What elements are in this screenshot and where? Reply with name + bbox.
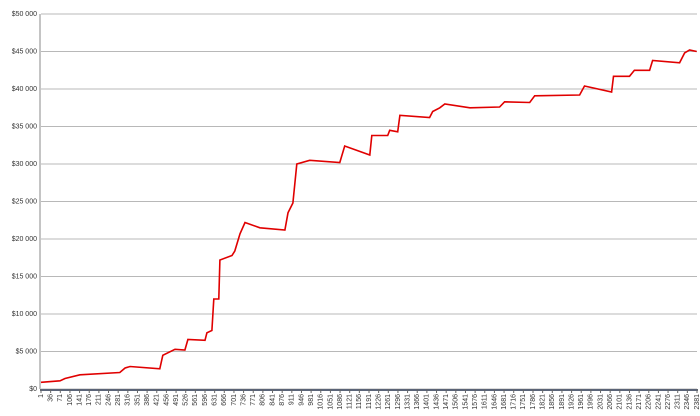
x-tick-label: 491	[173, 394, 180, 406]
x-tick-label: 456	[163, 394, 170, 406]
y-tick-label: $20 000	[12, 236, 37, 243]
x-tick-label: 946	[298, 394, 305, 406]
x-tick-label: 1296	[395, 394, 402, 410]
x-tick-label: 141	[76, 394, 83, 406]
x-tick-label: 806	[260, 394, 267, 406]
x-tick-label: 386	[144, 394, 151, 406]
x-tick-label: 1821	[539, 394, 546, 410]
x-tick-label: 596	[202, 394, 209, 406]
x-tick-label: 526	[183, 394, 190, 406]
x-tick-label: 1436	[433, 394, 440, 410]
x-tick-label: 1401	[424, 394, 431, 410]
x-tick-label: 281	[115, 394, 122, 406]
x-tick-label: 736	[240, 394, 247, 406]
x-tick-label: 1471	[443, 394, 450, 410]
x-tick-label: 1016	[318, 394, 325, 410]
x-tick-label: 176	[86, 394, 93, 406]
y-tick-label: $35 000	[12, 123, 37, 130]
y-tick-label: $10 000	[12, 311, 37, 318]
x-tick-label: 421	[154, 394, 161, 406]
x-tick-label: 2066	[607, 394, 614, 410]
x-tick-label: 771	[250, 394, 257, 406]
x-tick-label: 1121	[347, 394, 354, 409]
x-tick-label: 1786	[530, 394, 537, 410]
x-tick-label: 2031	[597, 394, 604, 410]
x-tick-label: 1051	[327, 394, 334, 410]
x-tick-label: 2171	[636, 394, 643, 410]
y-tick-label: $0	[29, 386, 37, 393]
x-tick-label: 1961	[578, 394, 585, 410]
x-tick-label: 1506	[453, 394, 460, 410]
y-tick-label: $30 000	[12, 161, 37, 168]
x-tick-label: 1856	[549, 394, 556, 410]
x-tick-label: 1331	[404, 394, 411, 410]
x-tick-label: 1086	[337, 394, 344, 410]
x-tick-label: 841	[269, 394, 276, 406]
x-tick-label: 1891	[559, 394, 566, 410]
y-tick-label: $50 000	[12, 11, 37, 18]
x-tick-label: 71	[57, 394, 64, 402]
x-tick-label: 1576	[472, 394, 479, 410]
x-tick-label: 701	[231, 394, 238, 406]
x-tick-label: 1191	[366, 394, 373, 409]
x-tick-label: 1366	[414, 394, 421, 410]
x-tick-label: 2101	[617, 394, 624, 410]
x-tick-label: 351	[134, 394, 141, 406]
x-tick-label: 1	[38, 394, 45, 398]
y-tick-label: $25 000	[12, 198, 37, 205]
x-tick-label: 36	[47, 394, 54, 402]
x-tick-label: 316	[125, 394, 132, 406]
x-tick-label: 1156	[356, 394, 363, 409]
x-tick-label: 911	[289, 394, 296, 405]
x-tick-label: 1716	[511, 394, 518, 410]
x-tick-label: 2241	[655, 394, 662, 410]
x-tick-label: 1541	[462, 394, 469, 410]
x-tick-label: 2206	[646, 394, 653, 410]
x-tick-label: 1681	[501, 394, 508, 410]
x-tick-label: 1226	[375, 394, 382, 410]
x-tick-label: 1751	[520, 394, 527, 410]
x-tick-label: 106	[67, 394, 74, 406]
x-tick-label: 2276	[665, 394, 672, 410]
x-tick-label: 631	[211, 394, 218, 406]
x-tick-label: 2136	[626, 394, 633, 410]
x-tick-label: 666	[221, 394, 228, 406]
x-tick-label: 246	[105, 394, 112, 406]
x-tick-label: 2311	[675, 394, 682, 409]
x-tick-label: 2381	[694, 394, 700, 410]
x-tick-label: 561	[192, 394, 199, 406]
x-tick-label: 1996	[588, 394, 595, 410]
y-tick-label: $45 000	[12, 48, 37, 55]
x-tick-label: 981	[308, 394, 315, 406]
y-tick-label: $15 000	[12, 273, 37, 280]
y-tick-label: $5 000	[16, 348, 38, 355]
x-tick-label: 211	[96, 394, 103, 405]
y-tick-label: $40 000	[12, 86, 37, 93]
line	[40, 49, 697, 384]
x-tick-label: 1611	[482, 394, 489, 409]
x-tick-label: 876	[279, 394, 286, 406]
x-tick-label: 1646	[491, 394, 498, 410]
x-tick-label: 1261	[385, 394, 392, 410]
x-tick-label: 1926	[568, 394, 575, 410]
x-tick-label: 2346	[684, 394, 691, 410]
